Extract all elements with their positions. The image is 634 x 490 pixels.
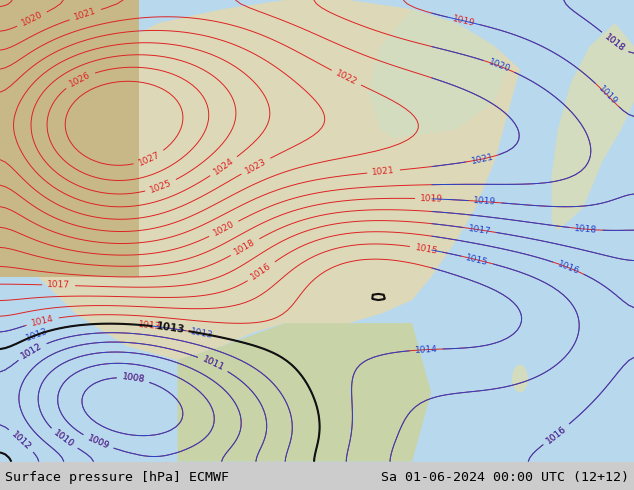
- Text: 1017: 1017: [467, 224, 491, 236]
- Text: 1012: 1012: [10, 430, 33, 452]
- Text: 1017: 1017: [47, 280, 70, 290]
- Text: Surface pressure [hPa] ECMWF: Surface pressure [hPa] ECMWF: [5, 471, 229, 484]
- Text: 1016: 1016: [545, 424, 568, 445]
- Text: 1016: 1016: [556, 259, 581, 276]
- Text: 1013: 1013: [155, 321, 186, 335]
- Text: 1020: 1020: [487, 58, 512, 74]
- Text: 1022: 1022: [334, 69, 358, 87]
- Text: 1016: 1016: [249, 261, 273, 282]
- Text: 1019: 1019: [473, 196, 497, 207]
- Text: 1008: 1008: [121, 372, 145, 385]
- Text: 1021: 1021: [470, 152, 495, 166]
- Polygon shape: [0, 0, 520, 360]
- Text: 1011: 1011: [201, 355, 226, 373]
- Text: 1018: 1018: [603, 32, 626, 53]
- Text: 1013: 1013: [190, 327, 214, 340]
- Text: 1014: 1014: [30, 314, 55, 328]
- Text: 1019: 1019: [451, 14, 476, 28]
- Text: 1010: 1010: [52, 429, 76, 449]
- Text: 1021: 1021: [73, 7, 98, 23]
- Text: 1009: 1009: [86, 434, 110, 451]
- Text: 1012: 1012: [10, 430, 33, 452]
- Text: 1012: 1012: [20, 342, 44, 361]
- Text: 1025: 1025: [148, 178, 173, 195]
- Text: 1021: 1021: [372, 166, 396, 177]
- Polygon shape: [552, 23, 634, 231]
- Text: 1013: 1013: [138, 320, 161, 331]
- Polygon shape: [368, 9, 507, 139]
- Text: 1011: 1011: [201, 355, 226, 373]
- Text: 1015: 1015: [465, 253, 489, 267]
- Text: 1019: 1019: [596, 84, 619, 106]
- Text: 1009: 1009: [86, 434, 110, 451]
- Text: 1016: 1016: [545, 424, 568, 445]
- Text: 1008: 1008: [121, 372, 145, 385]
- Text: 1012: 1012: [20, 342, 44, 361]
- Bar: [0, 0, 139, 277]
- Text: 1018: 1018: [574, 224, 598, 235]
- Text: 1018: 1018: [603, 32, 626, 53]
- Text: Sa 01-06-2024 00:00 UTC (12+12): Sa 01-06-2024 00:00 UTC (12+12): [381, 471, 629, 484]
- Text: 1020: 1020: [212, 220, 236, 238]
- Polygon shape: [178, 323, 431, 462]
- Text: 1019: 1019: [420, 194, 443, 204]
- Text: 1010: 1010: [52, 429, 76, 449]
- Text: 1014: 1014: [415, 344, 438, 355]
- Text: 1023: 1023: [243, 157, 268, 175]
- Text: 1020: 1020: [20, 10, 44, 28]
- Text: 1024: 1024: [212, 156, 236, 177]
- Text: 1013: 1013: [25, 326, 49, 343]
- Text: 1027: 1027: [137, 150, 162, 168]
- Text: 1015: 1015: [414, 243, 438, 255]
- Text: 1018: 1018: [233, 238, 257, 257]
- Ellipse shape: [512, 365, 527, 392]
- Text: 1026: 1026: [68, 70, 92, 89]
